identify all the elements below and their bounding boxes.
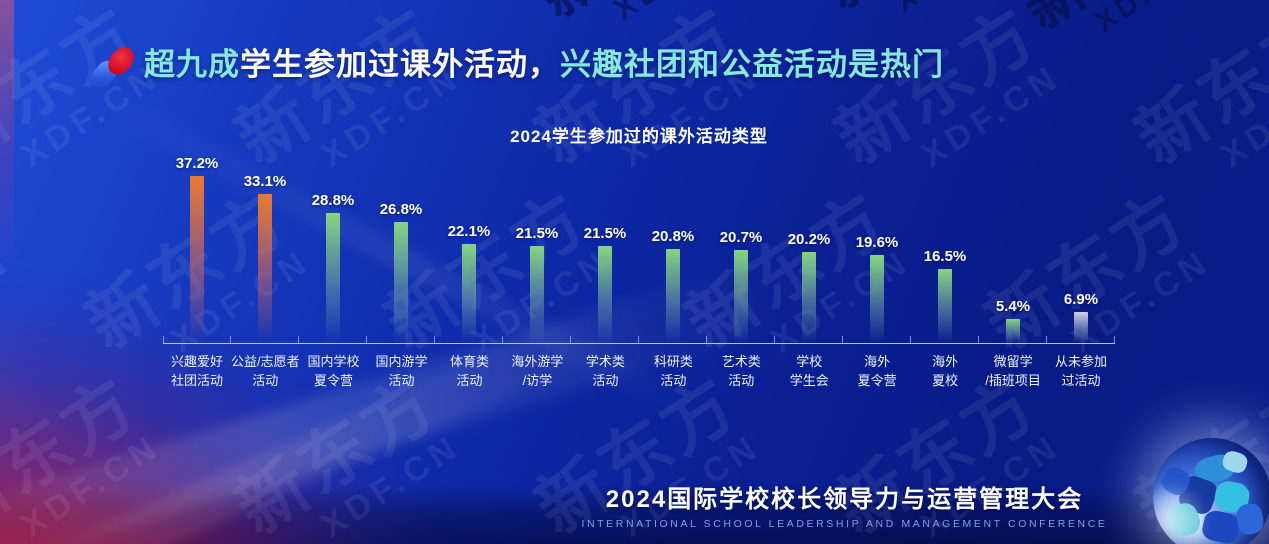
bar-value-label: 28.8% (311, 192, 355, 210)
bar-category-label: 海外 夏校 (932, 354, 959, 388)
bar-column: 20.8% (639, 151, 707, 343)
bar-category-label: 微留学/插班项目 (985, 354, 1041, 388)
bar (802, 252, 816, 343)
bar-value-label: 20.2% (787, 231, 831, 249)
bar-category-label: 体育类 活动 (449, 354, 489, 388)
bar-column: 21.5% (571, 151, 639, 343)
bar (462, 243, 476, 343)
footer: 2024国际学校校长领导力与运营管理大会 INTERNATIONAL SCHOO… (0, 479, 1269, 530)
bar-value-label: 21.5% (583, 225, 627, 243)
footer-title: 2024国际学校校长领导力与运营管理大会 (605, 486, 1084, 513)
chart-plot-area: 37.2% 33.1% 28.8% 26.8% 22.1% 21.5% 21.5% 20.8%… (163, 151, 1115, 344)
bar-category-label: 艺术类 活动 (721, 354, 761, 388)
bar (870, 254, 884, 343)
footer-subtitle: INTERNATIONAL SCHOOL LEADERSHIP AND MANA… (581, 518, 1108, 530)
bar (326, 213, 340, 343)
bar (598, 246, 612, 343)
bar-value-label: 19.6% (855, 233, 899, 251)
bar-category-label: 兴趣爱好 社团活动 (170, 354, 223, 388)
bar-column: 6.9% (1047, 151, 1115, 343)
bar-value-label: 20.7% (719, 228, 763, 246)
bar-category-label: 学校 学生会 (789, 354, 829, 388)
title-highlight: 超九成 (144, 47, 240, 82)
bar (734, 249, 748, 343)
activity-bar-chart: 2024学生参加过的课外活动类型 37.2% 33.1% 28.8% 26.8% 22.… (163, 122, 1115, 390)
bar (1074, 311, 1088, 343)
bar-column: 16.5% (911, 151, 979, 343)
red-edge-decoration (0, 0, 14, 327)
bar (394, 222, 408, 343)
bar-category-label: 公益/志愿者 活动 (230, 354, 300, 388)
bar-column: 20.7% (707, 151, 775, 343)
bar-column: 33.1% (231, 151, 299, 343)
bar-category-label: 国内游学 活动 (375, 354, 428, 388)
x-axis-category-labels: 兴趣爱好 社团活动 公益/志愿者 活动 国内学校 夏令营 国内游学 活动 体育类 活动 海外游学/访… (163, 352, 1115, 390)
bar-category-label: 学术类 活动 (585, 354, 625, 388)
bar-value-label: 6.9% (1063, 290, 1099, 308)
bar (258, 194, 272, 343)
page-title: 超九成学生参加过课外活动，兴趣社团和公益活动是热门 (144, 44, 944, 86)
globe-logo-icon (1147, 432, 1269, 544)
bar-category-label: 科研类 活动 (653, 354, 693, 388)
bar-value-label: 33.1% (243, 173, 287, 190)
bar-value-label: 22.1% (447, 222, 491, 240)
chart-title: 2024学生参加过的课外活动类型 (510, 127, 768, 146)
bar-value-label: 37.2% (175, 154, 219, 172)
bar-column: 26.8% (367, 151, 435, 343)
bar-value-label: 5.4% (995, 297, 1031, 315)
bar-category-label: 国内学校 夏令营 (307, 354, 360, 388)
bar (190, 175, 204, 343)
title-normal: 学生参加过课外活动， (240, 47, 560, 82)
bar-category-label: 从未参加 过活动 (1055, 354, 1108, 388)
bar-column: 20.2% (775, 151, 843, 343)
bar-category-label: 海外游学/访学 (511, 354, 564, 388)
title-bullet-icon (86, 42, 139, 93)
bar-value-label: 16.5% (923, 247, 967, 265)
bar-column: 37.2% (163, 151, 231, 343)
bar (530, 246, 544, 343)
bar-column: 22.1% (435, 151, 503, 343)
title-highlight: 兴趣社团和公益活动是热门 (560, 47, 944, 82)
bar-value-label: 26.8% (379, 201, 423, 219)
bar-column: 28.8% (299, 151, 367, 343)
bar-column: 5.4% (979, 151, 1047, 343)
bar-column: 21.5% (503, 151, 571, 343)
bar-column: 19.6% (843, 151, 911, 343)
bar-value-label: 21.5% (515, 225, 559, 243)
bar (938, 268, 952, 343)
bar (666, 249, 680, 343)
header: 超九成学生参加过课外活动，兴趣社团和公益活动是热门 (86, 42, 944, 93)
bar-value-label: 20.8% (651, 228, 695, 246)
bar (1006, 318, 1020, 343)
bar-category-label: 海外 夏令营 (857, 354, 897, 388)
